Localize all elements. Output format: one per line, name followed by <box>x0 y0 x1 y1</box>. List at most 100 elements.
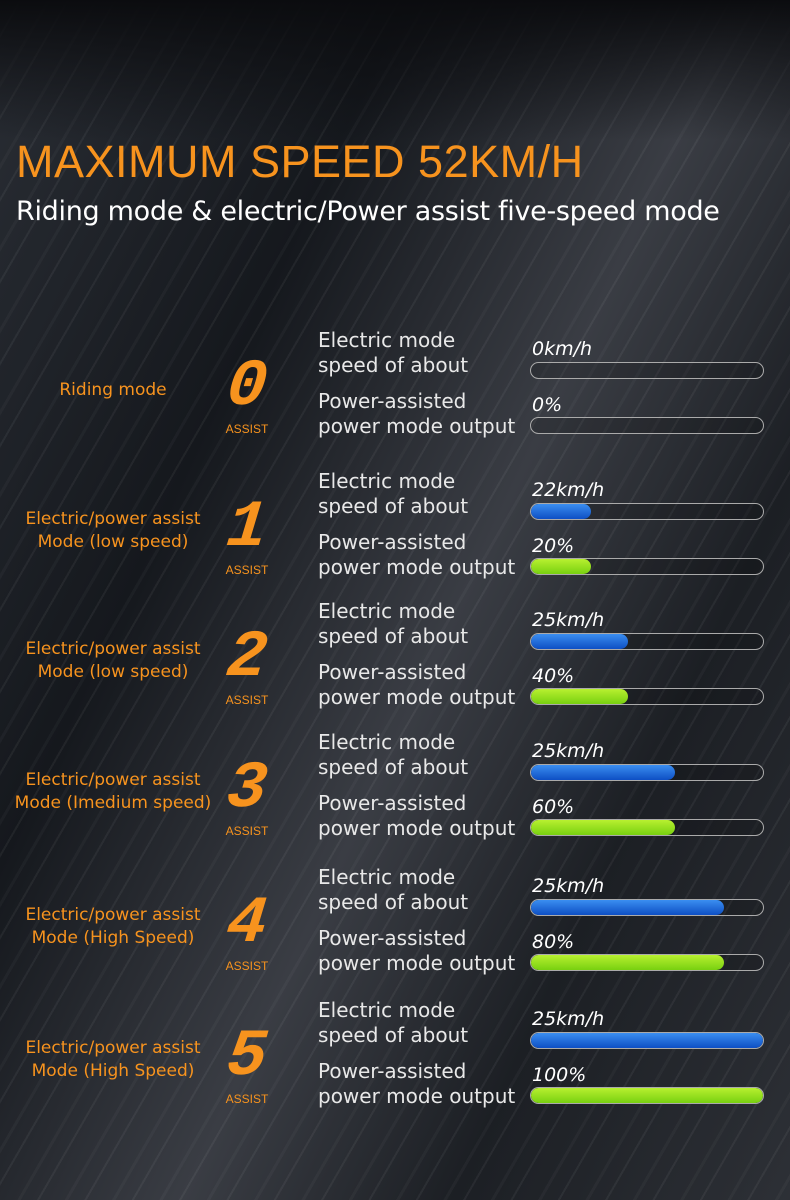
electric-mode-label: Electric mode speed of about <box>318 328 468 378</box>
power-bar <box>530 417 764 434</box>
assist-label: ASSIST <box>225 1092 269 1106</box>
power-bar-fill <box>531 820 675 835</box>
power-label-line1: Power-assisted <box>318 791 467 815</box>
electric-label-line2: speed of about <box>318 353 469 377</box>
assist-level-digit: 4 <box>223 886 271 961</box>
power-bar-fill <box>531 955 724 970</box>
electric-label-line1: Electric mode <box>318 328 456 352</box>
mode-name-line1: Electric/power assist <box>25 905 201 925</box>
power-label-line2: power mode output <box>318 685 516 709</box>
power-mode-label: Power-assisted power mode output <box>318 389 515 439</box>
speed-value: 25km/h <box>532 609 605 631</box>
mode-row: Electric/power assist Mode (low speed) 2… <box>0 599 790 733</box>
page-title: MAXIMUM SPEED 52KM/H <box>16 136 584 187</box>
mode-name-line1: Electric/power assist <box>25 770 201 790</box>
mode-name: Electric/power assist Mode (low speed) <box>0 601 226 721</box>
power-label-line1: Power-assisted <box>318 389 467 413</box>
mode-row: Electric/power assist Mode (High Speed) … <box>0 998 790 1132</box>
speed-bar <box>530 1032 764 1049</box>
mode-name: Electric/power assist Mode (High Speed) <box>0 1000 226 1120</box>
speed-value: 25km/h <box>532 875 605 897</box>
power-bar <box>530 558 764 575</box>
speed-bar-fill <box>531 634 629 649</box>
power-label-line1: Power-assisted <box>318 530 467 554</box>
power-mode-label: Power-assisted power mode output <box>318 791 515 841</box>
power-mode-label: Power-assisted power mode output <box>318 530 515 580</box>
mode-name-line1: Riding mode <box>59 379 167 400</box>
assist-label: ASSIST <box>225 824 269 838</box>
mode-name-line2: Mode (Imedium speed) <box>14 793 212 813</box>
electric-mode-label: Electric mode speed of about <box>318 730 468 780</box>
power-value: 80% <box>532 931 575 953</box>
power-label-line1: Power-assisted <box>318 926 467 950</box>
mode-name: Electric/power assist Mode (low speed) <box>0 471 226 591</box>
power-mode-label: Power-assisted power mode output <box>318 926 515 976</box>
power-bar-fill <box>531 1088 763 1103</box>
electric-mode-label: Electric mode speed of about <box>318 469 468 519</box>
power-bar <box>530 819 764 836</box>
power-value: 100% <box>532 1064 587 1086</box>
mode-name: Riding mode <box>0 330 226 450</box>
mode-name: Electric/power assist Mode (High Speed) <box>0 867 226 987</box>
electric-mode-label: Electric mode speed of about <box>318 865 468 915</box>
power-mode-label: Power-assisted power mode output <box>318 1059 515 1109</box>
power-label-line2: power mode output <box>318 555 516 579</box>
speed-bar-fill <box>531 1033 763 1048</box>
mode-row: Electric/power assist Mode (Imedium spee… <box>0 730 790 864</box>
assist-level-digit: 3 <box>223 751 271 826</box>
power-bar <box>530 688 764 705</box>
assist-level-digit: 1 <box>223 490 271 565</box>
electric-label-line2: speed of about <box>318 624 469 648</box>
electric-label-line2: speed of about <box>318 1023 469 1047</box>
mode-name-line2: Mode (low speed) <box>37 662 189 682</box>
power-value: 40% <box>532 665 575 687</box>
speed-bar <box>530 764 764 781</box>
speed-bar <box>530 503 764 520</box>
speed-bar-fill <box>531 900 724 915</box>
power-label-line1: Power-assisted <box>318 660 467 684</box>
mode-row: Riding mode 0 ASSIST Electric mode speed… <box>0 328 790 462</box>
power-label-line2: power mode output <box>318 414 516 438</box>
assist-label: ASSIST <box>225 422 269 436</box>
electric-mode-label: Electric mode speed of about <box>318 998 468 1048</box>
speed-bar-fill <box>531 765 675 780</box>
mode-name-line1: Electric/power assist <box>25 639 201 659</box>
assist-level-digit: 0 <box>223 349 271 424</box>
assist-label: ASSIST <box>225 693 269 707</box>
power-bar <box>530 1087 764 1104</box>
power-value: 20% <box>532 535 575 557</box>
speed-value: 25km/h <box>532 740 605 762</box>
electric-label-line1: Electric mode <box>318 730 456 754</box>
electric-label-line2: speed of about <box>318 494 469 518</box>
speed-value: 25km/h <box>532 1008 605 1030</box>
speed-bar <box>530 633 764 650</box>
speed-value: 0km/h <box>532 338 593 360</box>
mode-row: Electric/power assist Mode (low speed) 1… <box>0 469 790 603</box>
mode-name-line2: Mode (High Speed) <box>31 928 195 948</box>
power-label-line1: Power-assisted <box>318 1059 467 1083</box>
mode-name-line2: Mode (low speed) <box>37 532 189 552</box>
speed-value: 22km/h <box>532 479 605 501</box>
mode-name-line2: Mode (High Speed) <box>31 1061 195 1081</box>
electric-label-line1: Electric mode <box>318 865 456 889</box>
power-value: 0% <box>532 394 563 416</box>
speed-bar <box>530 362 764 379</box>
electric-label-line1: Electric mode <box>318 998 456 1022</box>
power-label-line2: power mode output <box>318 1084 516 1108</box>
electric-mode-label: Electric mode speed of about <box>318 599 468 649</box>
power-bar <box>530 954 764 971</box>
speed-bar <box>530 899 764 916</box>
assist-level-digit: 2 <box>223 620 271 695</box>
power-value: 60% <box>532 796 575 818</box>
page-subtitle: Riding mode & electric/Power assist five… <box>16 196 720 227</box>
power-bar-fill <box>531 559 592 574</box>
electric-label-line1: Electric mode <box>318 469 456 493</box>
assist-label: ASSIST <box>225 959 269 973</box>
mode-name-line1: Electric/power assist <box>25 1038 201 1058</box>
power-label-line2: power mode output <box>318 951 516 975</box>
power-mode-label: Power-assisted power mode output <box>318 660 515 710</box>
power-label-line2: power mode output <box>318 816 516 840</box>
mode-name-line1: Electric/power assist <box>25 509 201 529</box>
assist-level-digit: 5 <box>223 1019 271 1094</box>
electric-label-line2: speed of about <box>318 755 469 779</box>
